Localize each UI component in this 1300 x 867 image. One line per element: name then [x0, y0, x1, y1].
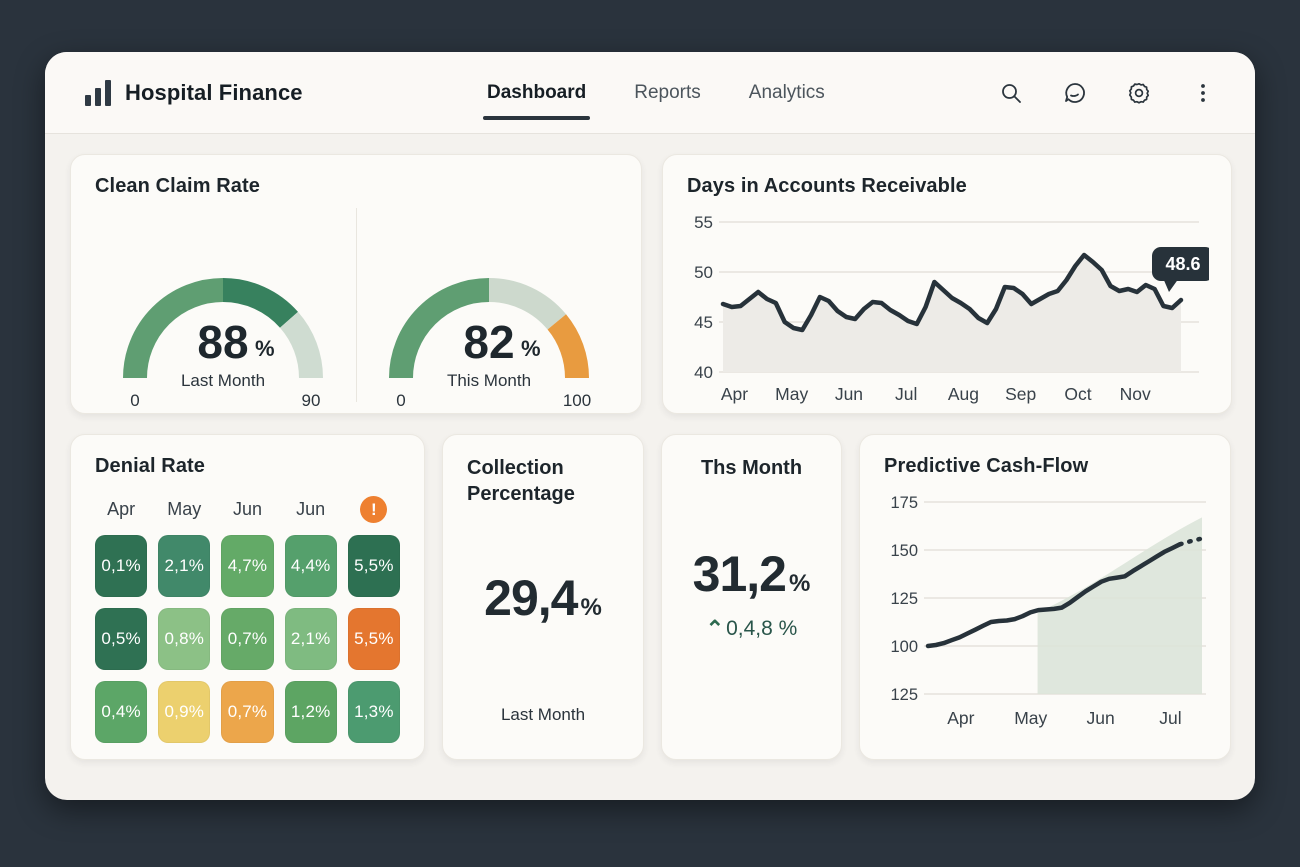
svg-text:Jul: Jul: [1159, 708, 1181, 728]
header-icons: [999, 81, 1215, 105]
svg-text:Jun: Jun: [835, 384, 863, 404]
app-window: Hospital Finance Dashboard Reports Analy…: [45, 52, 1255, 800]
svg-text:175: 175: [890, 494, 918, 512]
heatmap-cell[interactable]: 0,1%: [95, 535, 148, 597]
svg-text:150: 150: [890, 542, 918, 560]
svg-text:May: May: [1014, 708, 1047, 728]
svg-text:Nov: Nov: [1120, 384, 1151, 404]
svg-text:Apr: Apr: [721, 384, 748, 404]
svg-text:100: 100: [890, 638, 918, 656]
card-clean-claim-rate: Clean Claim Rate 88% Last Month 0 90 82% Thi…: [70, 154, 642, 414]
heatmap-cell[interactable]: 4,7%: [221, 535, 274, 597]
heatmap-month-label: May: [167, 499, 202, 519]
svg-text:Jun: Jun: [1087, 708, 1115, 728]
svg-text:50: 50: [694, 263, 713, 282]
heatmap-cell[interactable]: 5,5%: [347, 608, 400, 670]
brand: Hospital Finance: [85, 79, 303, 106]
heatmap-month-label: Jun: [296, 499, 326, 519]
heatmap-cell[interactable]: 0,7%: [221, 681, 274, 743]
card-collection-percentage: Collection Percentage 29,4% Last Month: [442, 434, 644, 760]
svg-text:90: 90: [302, 391, 321, 410]
header: Hospital Finance Dashboard Reports Analy…: [45, 52, 1255, 134]
heatmap-month-label: Jun: [232, 499, 262, 519]
card-denial-rate: Denial Rate Apr May Jun Jun! 0,1% 2,1% 4,7% 4,…: [70, 434, 425, 760]
divider: [355, 208, 357, 402]
heatmap-cell[interactable]: 1,2%: [284, 681, 337, 743]
svg-text:Apr: Apr: [947, 708, 974, 728]
heatmap-cell[interactable]: 0,7%: [221, 608, 274, 670]
heatmap-cell[interactable]: 0,4%: [95, 681, 148, 743]
svg-text:Sep: Sep: [1005, 384, 1036, 404]
chevron-up-icon: ⌃: [705, 616, 725, 641]
nav-tab-dashboard[interactable]: Dashboard: [482, 72, 591, 120]
app-title: Hospital Finance: [125, 79, 303, 105]
gauges: 88% Last Month 0 90 82% This Month 0 100: [95, 202, 617, 412]
svg-text:Aug: Aug: [948, 384, 979, 404]
settings-gear-icon[interactable]: [1127, 81, 1151, 105]
svg-text:0: 0: [131, 391, 140, 410]
svg-text:May: May: [775, 384, 808, 404]
svg-text:48.6: 48.6: [1165, 254, 1200, 274]
bar-chart-icon: [85, 79, 111, 106]
heatmap-cell[interactable]: 1,3%: [347, 681, 400, 743]
chat-icon[interactable]: [1063, 81, 1087, 105]
alert-icon[interactable]: !: [360, 496, 388, 523]
svg-text:Jul: Jul: [895, 384, 917, 404]
svg-text:100: 100: [563, 391, 591, 410]
search-icon[interactable]: [999, 81, 1023, 105]
cashflow-title: Predictive Cash-Flow: [884, 455, 1089, 477]
this-month-title: Ths Month: [700, 457, 803, 479]
gauge-this-month: 82% This Month 0 100: [361, 202, 618, 412]
svg-text:45: 45: [694, 313, 713, 332]
heatmap-cell[interactable]: 4,4%: [284, 535, 337, 597]
card-days-in-ar: Days in Accounts Receivable 55 50 45 40 Apr M…: [662, 154, 1232, 414]
collection-title: Collection Percentage: [467, 457, 575, 505]
svg-text:125: 125: [890, 686, 918, 704]
card-predictive-cashflow: Predictive Cash-Flow 175 150 125 100 125 Apr M…: [859, 434, 1231, 760]
heatmap-cell[interactable]: 5,5%: [347, 535, 400, 597]
svg-text:55: 55: [694, 213, 713, 232]
svg-text:Oct: Oct: [1064, 384, 1091, 404]
nav-tab-reports[interactable]: Reports: [634, 81, 701, 103]
cashflow-line-chart: 175 150 125 100 125 Apr May Jun Jul: [890, 494, 1206, 728]
gauge-last-month: 88% Last Month 0 90: [95, 202, 352, 412]
collection-value: 29,4%: [484, 570, 602, 626]
this-month-value: 31,2%: [692, 546, 811, 602]
svg-text:82: 82: [463, 316, 514, 368]
nav-tab-analytics[interactable]: Analytics: [748, 81, 825, 103]
ar-line-chart: 55 50 45 40 Apr May Jun Jul Aug Sep Oct Nov 48.6: [694, 213, 1214, 404]
heatmap-grid: 0,1% 2,1% 4,7% 4,4% 5,5% 0,5% 0,8% 0,7% 2,1% 5,5%…: [95, 535, 400, 743]
denial-rate-title: Denial Rate: [95, 455, 206, 477]
heatmap-cell[interactable]: 0,5%: [95, 608, 148, 670]
heatmap-cell[interactable]: 2,1%: [158, 535, 211, 597]
heatmap-cell[interactable]: 0,8%: [158, 608, 211, 670]
svg-text:%: %: [521, 336, 541, 361]
heatmap-cell[interactable]: 2,1%: [284, 608, 337, 670]
collection-footer: Last Month: [500, 705, 586, 724]
svg-text:This Month: This Month: [447, 371, 531, 390]
this-month-delta: ⌃ 0,4,8 %: [705, 616, 798, 641]
heatmap-month-label: Apr: [107, 499, 136, 519]
ar-chart-title: Days in Accounts Receivable: [687, 175, 967, 197]
svg-text:Last Month: Last Month: [181, 371, 265, 390]
heatmap-column-headers: Apr May Jun Jun!: [95, 496, 400, 523]
svg-text:0: 0: [396, 391, 405, 410]
clean-claim-title: Clean Claim Rate: [95, 175, 260, 197]
dashboard-content: Clean Claim Rate 88% Last Month 0 90 82% Thi…: [45, 134, 1255, 780]
main-nav: Dashboard Reports Analytics: [482, 52, 827, 133]
kebab-menu-icon[interactable]: [1191, 81, 1215, 105]
card-this-month: Ths Month 31,2% ⌃ 0,4,8 %: [661, 434, 842, 760]
heatmap-cell[interactable]: 0,9%: [158, 681, 211, 743]
svg-text:88: 88: [198, 316, 249, 368]
svg-text:40: 40: [694, 363, 713, 382]
svg-text:%: %: [255, 336, 275, 361]
svg-text:125: 125: [890, 590, 918, 608]
